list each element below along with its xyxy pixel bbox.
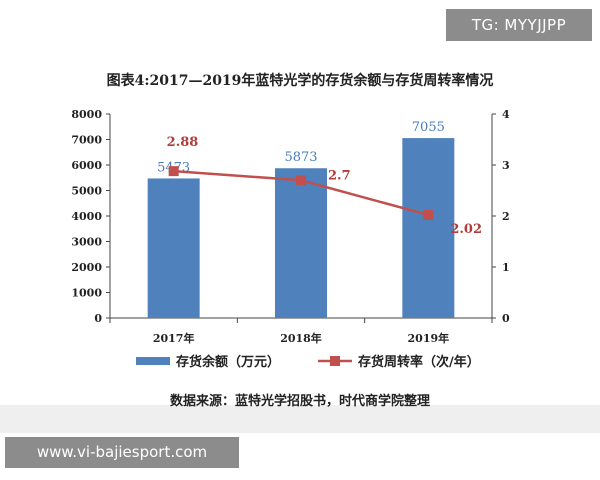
legend-bar-label: 存货余额（万元） (176, 354, 280, 370)
bar (402, 138, 455, 318)
bar-series: 547358737055 (147, 120, 455, 318)
legend: 存货余额（万元） 存货周转率（次/年） (136, 354, 480, 370)
bar (147, 178, 200, 318)
legend-line-marker (330, 356, 340, 366)
y-tick-label: 3000 (71, 236, 102, 249)
y2-tick-label: 2 (502, 210, 510, 223)
y-tick-label: 4000 (71, 210, 102, 223)
y-tick-label: 2000 (71, 261, 102, 274)
y-tick-label: 1000 (71, 287, 102, 300)
bar (275, 168, 327, 318)
line-value-label: 2.88 (167, 135, 199, 150)
y-tick-label: 6000 (71, 159, 102, 172)
legend-bar-swatch (136, 357, 170, 365)
line-point (423, 209, 434, 220)
y2-tick-label: 4 (502, 108, 510, 121)
x-tick-label: 2019年 (408, 331, 450, 345)
gray-band (0, 405, 600, 433)
bar-value-label: 7055 (412, 120, 445, 135)
y-tick-label: 0 (94, 312, 102, 325)
line-series: 2.88 2.7 2.02 (167, 135, 482, 237)
watermark-top: TG: MYYJJPP (446, 9, 592, 41)
y2-tick-label: 0 (502, 312, 510, 325)
line-value-label: 2.7 (328, 168, 351, 183)
line-point (168, 166, 179, 177)
data-source: 数据来源：蓝特光学招股书，时代商学院整理 (170, 393, 430, 409)
watermark-bottom: www.vi-bajiesport.com (5, 437, 239, 468)
bar-value-label: 5873 (284, 150, 317, 165)
x-tick-label: 2017年 (153, 331, 195, 345)
line-value-label: 2.02 (450, 222, 482, 237)
y-tick-label: 7000 (71, 134, 102, 147)
y2-tick-label: 3 (502, 159, 510, 172)
legend-line-label: 存货周转率（次/年） (358, 354, 480, 370)
y-tick-label: 5000 (71, 185, 102, 198)
y2-tick-label: 1 (502, 261, 510, 274)
x-tick-label: 2018年 (280, 331, 322, 345)
y-tick-label: 8000 (71, 108, 102, 121)
chart-title: 图表4:2017—2019年蓝特光学的存货余额与存货周转率情况 (107, 72, 494, 89)
line-point (296, 175, 306, 186)
